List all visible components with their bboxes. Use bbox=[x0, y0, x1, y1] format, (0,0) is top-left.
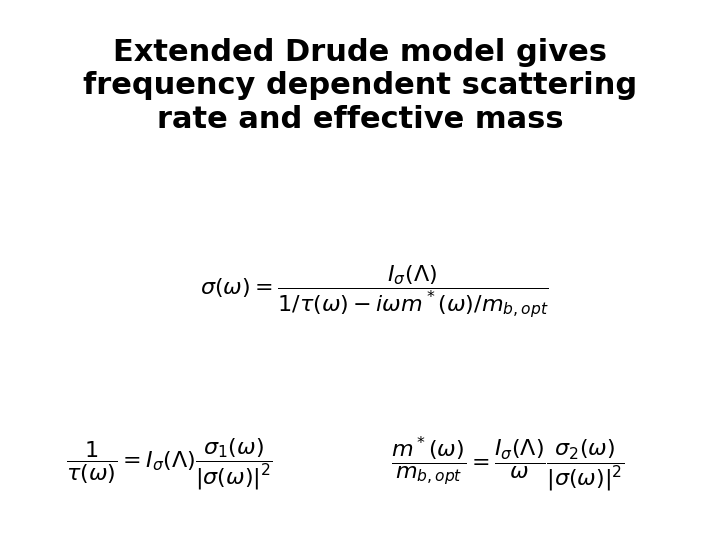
Text: $\dfrac{1}{\tau(\omega)} = I_{\sigma}(\Lambda)\dfrac{\sigma_1(\omega)}{|\sigma(\: $\dfrac{1}{\tau(\omega)} = I_{\sigma}(\L… bbox=[66, 437, 273, 492]
Text: $\sigma(\omega) = \dfrac{I_{\sigma}(\Lambda)}{1/\tau(\omega) - i\omega m^*(\omeg: $\sigma(\omega) = \dfrac{I_{\sigma}(\Lam… bbox=[200, 263, 549, 320]
Text: $\dfrac{m^*(\omega)}{m_{b,opt}} = \dfrac{I_{\sigma}(\Lambda)}{\omega}\dfrac{\sig: $\dfrac{m^*(\omega)}{m_{b,opt}} = \dfrac… bbox=[391, 435, 624, 494]
Text: Extended Drude model gives
frequency dependent scattering
rate and effective mas: Extended Drude model gives frequency dep… bbox=[83, 38, 637, 134]
